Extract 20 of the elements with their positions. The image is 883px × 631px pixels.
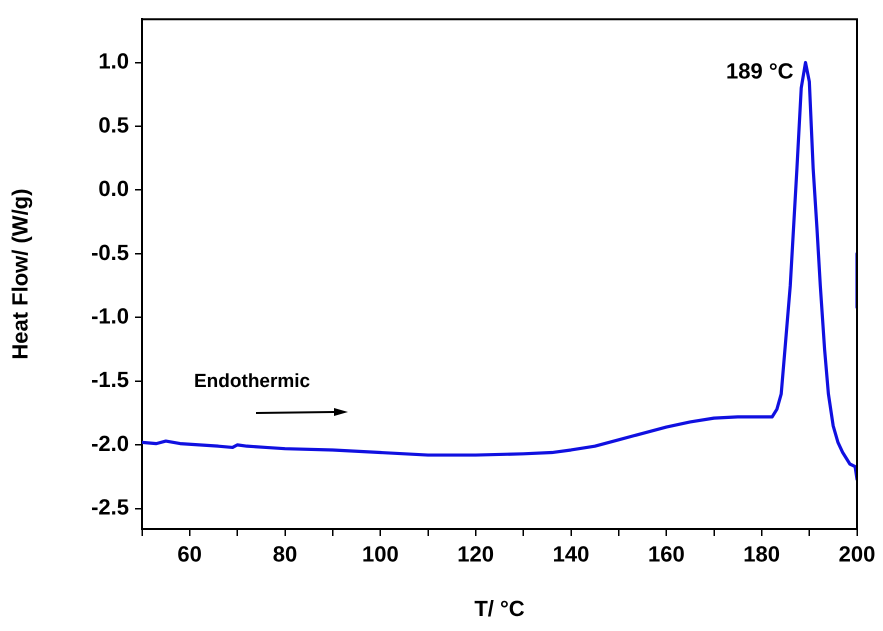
y-tick-label: -2.0 [91, 430, 129, 456]
annotation: 189 °C [726, 58, 794, 84]
annotation: Endothermic [194, 371, 310, 394]
x-tick-label: 180 [743, 541, 780, 566]
x-tick-label: 200 [838, 541, 876, 566]
y-axis-title: Heat Flow/ (W/g) [7, 188, 32, 360]
x-tick-label: 60 [177, 541, 202, 566]
x-tick-label: 160 [648, 541, 685, 566]
y-tick-label: 0.5 [98, 112, 129, 138]
x-tick-label: 120 [457, 541, 494, 566]
y-tick-label: -2.5 [91, 494, 129, 520]
x-tick-label: 140 [552, 541, 590, 566]
y-tick-label: 0.0 [98, 176, 129, 202]
x-tick-label: 100 [362, 541, 399, 566]
y-tick-label: 1.0 [98, 48, 129, 74]
y-tick-label: -0.5 [91, 240, 129, 265]
y-tick-label: -1.5 [91, 367, 129, 392]
y-tick-label: -1.0 [91, 303, 129, 328]
x-tick-label: 80 [272, 541, 298, 566]
x-axis-title: T/ °C [474, 596, 525, 621]
